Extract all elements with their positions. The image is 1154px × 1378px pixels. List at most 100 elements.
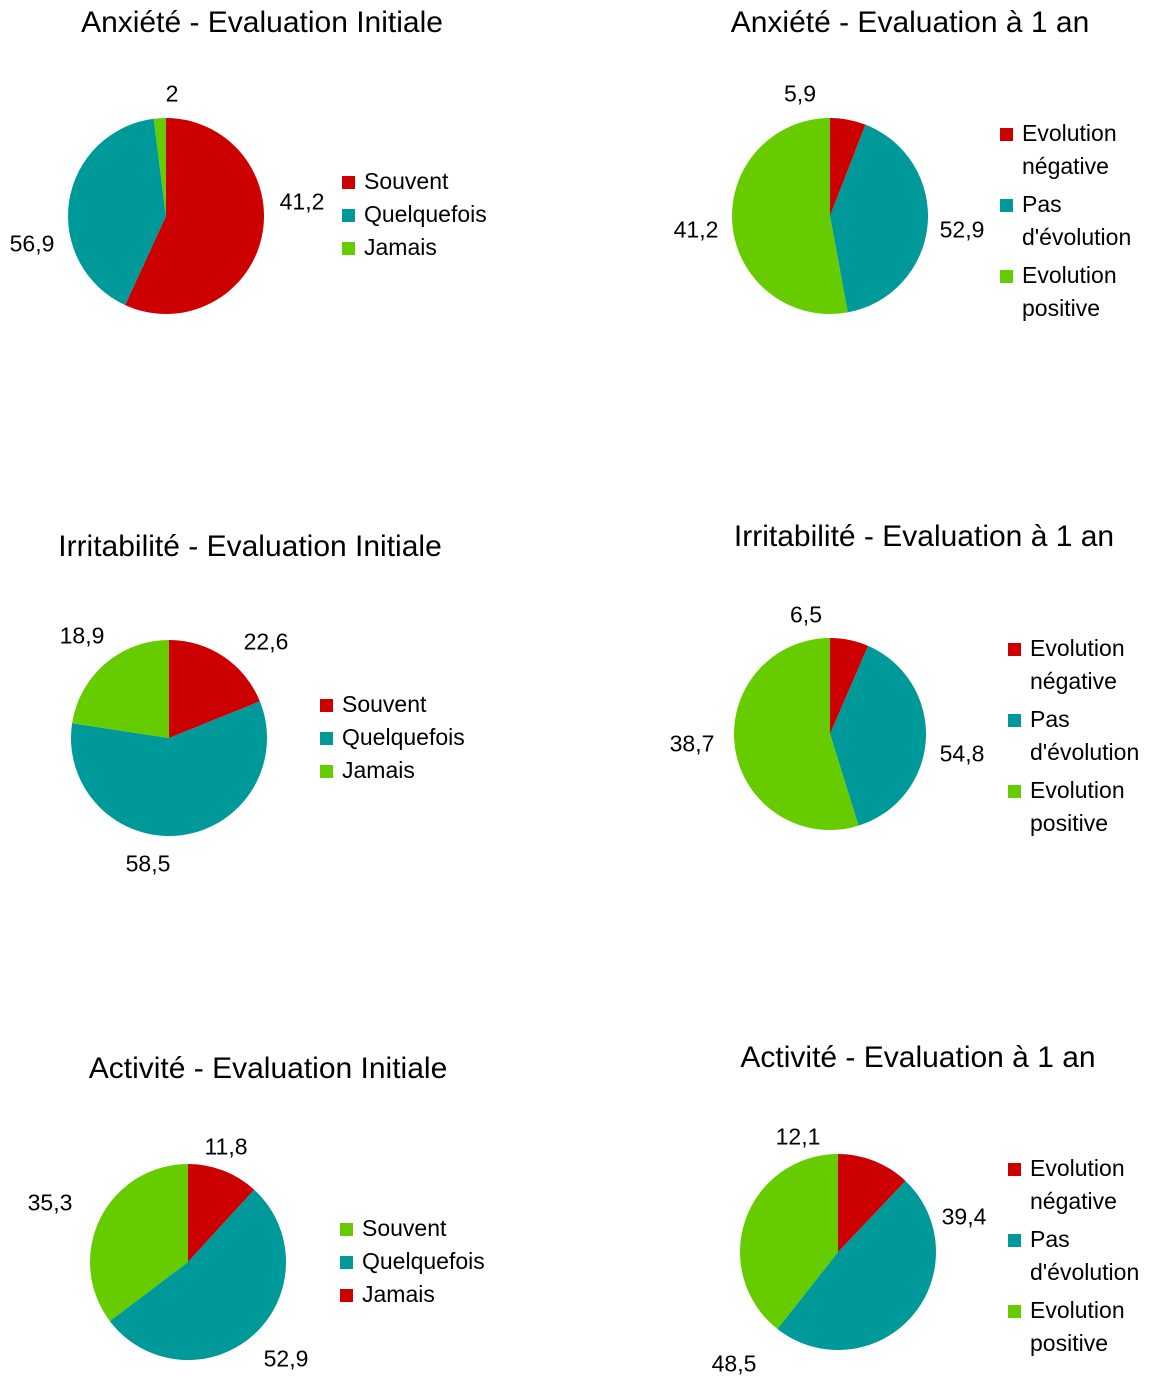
slice-value-label: 58,5	[125, 850, 171, 877]
legend-swatch	[1008, 1305, 1021, 1318]
pie-slice	[830, 638, 869, 734]
slice-value-label: 52,9	[263, 1345, 309, 1372]
legend-label: Pas d'évolution	[1030, 1226, 1140, 1285]
chart-legend: Souvent Quelquefois Jamais	[340, 1212, 485, 1311]
legend-label: Evolution positive	[1022, 262, 1117, 321]
legend-label: Souvent	[342, 691, 427, 717]
pie-slice	[109, 1189, 287, 1361]
pie-slice	[731, 117, 848, 314]
slice-value-label: 2	[165, 80, 179, 107]
legend-swatch	[342, 209, 355, 222]
slice-value-label: 35,3	[27, 1189, 73, 1216]
legend-swatch	[1000, 270, 1013, 283]
pie-slice	[830, 645, 927, 826]
legend-swatch	[320, 732, 333, 745]
slice-value-label: 22,6	[243, 628, 289, 655]
legend-swatch	[1008, 643, 1021, 656]
legend-item: Evolution positive	[1000, 259, 1152, 325]
legend-swatch	[1008, 785, 1021, 798]
legend-swatch	[342, 176, 355, 189]
chart-legend: Evolution négative Pas d'évolution Evoluti…	[1008, 632, 1154, 845]
legend-swatch	[1000, 199, 1013, 212]
slice-value-label: 48,5	[711, 1350, 757, 1377]
legend-item: Jamais	[320, 754, 465, 787]
legend-item: Pas d'évolution	[1000, 188, 1152, 254]
legend-item: Souvent	[342, 165, 487, 198]
legend-item: Evolution négative	[1008, 1152, 1154, 1218]
legend-label: Evolution négative	[1030, 635, 1125, 694]
legend-label: Jamais	[342, 757, 415, 783]
legend-item: Quelquefois	[340, 1245, 485, 1278]
legend-item: Evolution positive	[1008, 1294, 1154, 1360]
legend-item: Jamais	[342, 231, 487, 264]
legend-label: Quelquefois	[342, 724, 465, 750]
pie-slice	[838, 1154, 906, 1252]
legend-swatch	[1008, 1163, 1021, 1176]
slice-value-label: 52,9	[939, 216, 985, 243]
legend-item: Evolution positive	[1008, 774, 1154, 840]
legend-label: Souvent	[362, 1215, 447, 1241]
chart-title: Irritabilité - Evaluation à 1 an	[733, 520, 1115, 553]
legend-label: Evolution négative	[1030, 1155, 1125, 1214]
pie-slice	[188, 1164, 255, 1262]
pie-slice	[125, 118, 264, 314]
legend-label: Pas d'évolution	[1030, 706, 1140, 765]
chart-title: Activité - Evaluation à 1 an	[740, 1041, 1096, 1074]
legend-label: Jamais	[364, 234, 437, 260]
pie-slice	[830, 118, 866, 216]
slice-value-label: 56,9	[9, 230, 55, 257]
pie-slice	[777, 1180, 936, 1350]
pie-slice	[90, 1164, 188, 1322]
legend-label: Jamais	[362, 1281, 435, 1307]
slice-value-label: 41,2	[279, 188, 325, 215]
pie-slice	[67, 118, 166, 306]
legend-item: Souvent	[340, 1212, 485, 1245]
legend-swatch	[320, 699, 333, 712]
legend-swatch	[320, 765, 333, 778]
slice-value-label: 18,9	[59, 622, 105, 649]
slice-value-label: 11,8	[204, 1133, 248, 1160]
legend-label: Quelquefois	[364, 201, 487, 227]
pie-slice	[169, 640, 260, 738]
chart-title: Anxiété - Evaluation Initiale	[81, 6, 443, 39]
legend-item: Quelquefois	[320, 721, 465, 754]
slice-value-label: 54,8	[939, 740, 985, 767]
legend-item: Evolution négative	[1008, 632, 1154, 698]
slice-value-label: 41,2	[673, 216, 719, 243]
slice-value-label: 5,9	[784, 80, 816, 107]
pie-slice	[71, 701, 268, 836]
legend-swatch	[340, 1289, 353, 1302]
legend-item: Jamais	[340, 1278, 485, 1311]
legend-item: Quelquefois	[342, 198, 487, 231]
chart-legend: Evolution négative Pas d'évolution Evoluti…	[1008, 1152, 1154, 1365]
pie-slice	[72, 640, 169, 738]
pie-slice	[739, 1154, 838, 1330]
legend-label: Quelquefois	[362, 1248, 485, 1274]
slice-value-label: 6,5	[790, 601, 822, 628]
legend-label: Evolution positive	[1030, 1297, 1125, 1356]
legend-label: Pas d'évolution	[1022, 191, 1132, 250]
legend-label: Souvent	[364, 168, 449, 194]
legend-item: Pas d'évolution	[1008, 703, 1154, 769]
pie-slice	[153, 118, 166, 216]
chart-title: Activité - Evaluation Initiale	[88, 1052, 448, 1085]
chart-legend: Souvent Quelquefois Jamais	[320, 688, 465, 787]
pie-slice	[734, 638, 859, 830]
legend-item: Pas d'évolution	[1008, 1223, 1154, 1289]
chart-title: Irritabilité - Evaluation Initiale	[58, 530, 442, 563]
legend-item: Evolution négative	[1000, 117, 1152, 183]
slice-value-label: 38,7	[669, 730, 715, 757]
legend-swatch	[1008, 714, 1021, 727]
legend-label: Evolution négative	[1022, 120, 1117, 179]
pie-slice	[830, 124, 929, 313]
legend-swatch	[340, 1223, 353, 1236]
legend-swatch	[340, 1256, 353, 1269]
legend-swatch	[1000, 128, 1013, 141]
slice-value-label: 12,1	[775, 1123, 821, 1150]
legend-swatch	[342, 242, 355, 255]
legend-item: Souvent	[320, 688, 465, 721]
slice-value-label: 39,4	[941, 1203, 987, 1230]
chart-legend: Evolution négative Pas d'évolution Evoluti…	[1000, 117, 1152, 330]
